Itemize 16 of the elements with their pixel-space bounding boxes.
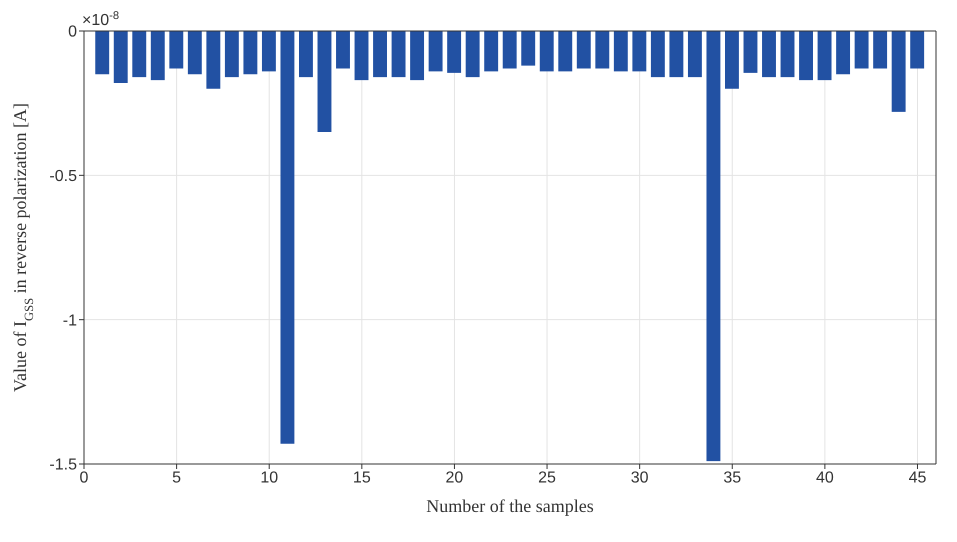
x-tick-label: 35 [723, 469, 742, 486]
x-tick-label: 10 [260, 469, 278, 486]
y-tick-label: 0 [68, 24, 78, 41]
x-tick-label: 0 [80, 469, 89, 486]
text: ×10$^{-8}$ [82, 10, 120, 29]
y-tick-label: -1 [62, 312, 78, 330]
y-tick-label: -1.5 [49, 456, 78, 474]
x-tick-label: 5 [172, 469, 182, 486]
x-tick-label: 15 [352, 469, 371, 486]
x-tick-label: 40 [816, 469, 834, 486]
x-tick-label: 25 [538, 469, 556, 486]
y-tick-label: -0.5 [49, 168, 78, 186]
x-tick-label: 20 [446, 469, 464, 486]
x-axis-title: Number of the samples [426, 496, 594, 516]
x-tick-label: 45 [908, 469, 926, 486]
x-tick-label: 30 [630, 469, 649, 486]
